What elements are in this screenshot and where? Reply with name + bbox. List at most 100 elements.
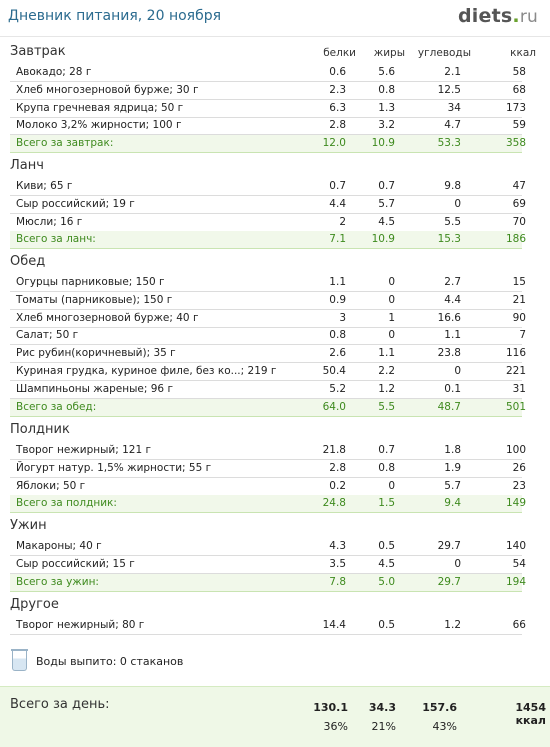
food-protein: 0.2	[329, 479, 346, 492]
food-kcal: 100	[505, 444, 526, 456]
food-carbs: 1.9	[444, 461, 461, 474]
food-fat: 0.5	[378, 540, 395, 552]
food-row[interactable]: Шампиньоны жареные; 96 г 5.2 1.2 0.1 31	[10, 381, 526, 399]
total-carbs: 29.7	[437, 575, 461, 588]
food-kcal: 66	[512, 619, 526, 631]
food-row[interactable]: Творог нежирный; 80 г 14.4 0.5 1.2 66	[10, 617, 526, 635]
day-total-protein: 130.1	[313, 701, 348, 714]
food-row[interactable]: Огурцы парниковые; 150 г 1.1 0 2.7 15	[10, 274, 526, 292]
food-fat: 0.5	[378, 619, 395, 631]
logo-tld: ru	[519, 7, 538, 27]
column-header-fat: жиры	[373, 47, 405, 59]
food-row[interactable]: Молоко 3,2% жирности; 100 г 2.8 3.2 4.7 59	[10, 117, 526, 136]
food-carbs: 12.5	[437, 83, 461, 96]
food-carbs: 23.8	[437, 347, 461, 360]
section-title: Завтрак	[10, 44, 66, 59]
food-name: Рис рубин(коричневый); 35 г	[16, 347, 176, 360]
section-title: Полдник	[10, 422, 70, 437]
food-row[interactable]: Хлеб многозерновой бурже; 40 г 3 1 16.6 90	[10, 310, 526, 328]
page-header: Дневник питания, 20 ноября diets.ru	[0, 0, 550, 37]
food-row[interactable]: Сыр российский; 19 г 4.4 5.7 0 69	[10, 196, 526, 214]
food-row[interactable]: Яблоки; 50 г 0.2 0 5.7 23	[10, 478, 526, 496]
water-glass-icon[interactable]	[11, 649, 28, 671]
food-name: Макароны; 40 г	[16, 540, 102, 552]
food-carbs: 0.1	[444, 382, 461, 395]
food-row[interactable]: Макароны; 40 г 4.3 0.5 29.7 140	[10, 538, 526, 556]
total-fat: 1.5	[378, 497, 395, 510]
section-title: Ужин	[10, 518, 47, 533]
food-row[interactable]: Йогурт натур. 1,5% жирности; 55 г 2.8 0.8 1…	[10, 460, 526, 478]
food-protein: 2.8	[329, 461, 346, 474]
water-counter: Воды выпито: 0 стаканов	[10, 649, 310, 674]
logo-dot: .	[512, 5, 520, 27]
food-row[interactable]: Сыр российский; 15 г 3.5 4.5 0 54	[10, 556, 526, 574]
total-kcal: 186	[505, 233, 526, 246]
food-name: Авокадо; 28 г	[16, 66, 92, 78]
total-protein: 7.8	[329, 575, 346, 588]
section-total-label: Всего за обед:	[16, 400, 97, 413]
food-row[interactable]: Мюсли; 16 г 2 4.5 5.5 70	[10, 214, 526, 232]
food-row[interactable]: Салат; 50 г 0.8 0 1.1 7	[10, 327, 526, 346]
total-carbs: 9.4	[444, 497, 461, 510]
food-row[interactable]: Хлеб многозерновой бурже; 30 г 2.3 0.8 12.5…	[10, 82, 526, 100]
food-carbs: 4.4	[444, 293, 461, 306]
food-carbs: 1.8	[444, 444, 461, 456]
food-protein: 2.6	[329, 347, 346, 360]
food-name: Сыр российский; 15 г	[16, 557, 135, 570]
food-carbs: 1.2	[444, 619, 461, 631]
food-name: Мюсли; 16 г	[16, 215, 83, 228]
total-protein: 7.1	[329, 233, 346, 246]
total-fat: 10.9	[371, 233, 395, 246]
total-fat: 5.0	[378, 575, 395, 588]
food-fat: 3.2	[378, 119, 395, 132]
section-title: Ланч	[10, 158, 44, 173]
food-name: Куриная грудка, куриное филе, без ко...;…	[16, 365, 277, 377]
food-name: Творог нежирный; 80 г	[16, 619, 145, 631]
total-kcal: 149	[505, 497, 526, 510]
food-carbs: 4.7	[444, 119, 461, 132]
food-kcal: 21	[512, 293, 526, 306]
food-protein: 0.8	[329, 329, 346, 342]
food-carbs: 1.1	[444, 329, 461, 342]
food-protein: 4.3	[329, 540, 346, 552]
total-fat: 5.5	[378, 400, 395, 413]
food-fat: 4.5	[378, 215, 395, 228]
food-fat: 0.8	[378, 461, 395, 474]
food-fat: 1.3	[378, 101, 395, 114]
food-fat: 5.6	[378, 66, 395, 78]
food-fat: 0	[388, 276, 395, 288]
food-row[interactable]: Киви; 65 г 0.7 0.7 9.8 47	[10, 178, 526, 196]
food-kcal: 26	[512, 461, 526, 474]
food-row[interactable]: Крупа гречневая ядрица; 50 г 6.3 1.3 34 173	[10, 100, 526, 118]
section-title: Другое	[10, 597, 59, 612]
total-carbs: 53.3	[437, 137, 461, 150]
food-protein: 2.8	[329, 119, 346, 132]
food-kcal: 69	[512, 197, 526, 210]
food-carbs: 16.6	[437, 311, 461, 324]
food-row[interactable]: Авокадо; 28 г 0.6 5.6 2.1 58	[10, 64, 526, 82]
section-total-row: Всего за ужин: 7.8 5.0 29.7 194	[10, 573, 526, 592]
day-total-label: Всего за день:	[10, 697, 110, 712]
site-logo[interactable]: diets.ru	[458, 5, 538, 27]
food-name: Молоко 3,2% жирности; 100 г	[16, 119, 182, 132]
food-fat: 0	[388, 293, 395, 306]
day-protein-percent: 36%	[323, 720, 348, 733]
column-header-carbs: углеводы	[417, 47, 471, 59]
total-carbs: 48.7	[437, 400, 461, 413]
food-fat: 2.2	[378, 365, 395, 377]
total-kcal: 194	[505, 575, 526, 588]
food-name: Киви; 65 г	[16, 180, 73, 192]
food-row[interactable]: Рис рубин(коричневый); 35 г 2.6 1.1 23.8 116	[10, 345, 526, 364]
food-row[interactable]: Творог нежирный; 121 г 21.8 0.7 1.8 100	[10, 442, 526, 460]
column-header-kcal: ккал	[510, 47, 536, 59]
food-carbs: 9.8	[444, 180, 461, 192]
food-fat: 0	[388, 329, 395, 342]
food-row[interactable]: Томаты (парниковые); 150 г 0.9 0 4.4 21	[10, 292, 526, 310]
food-row[interactable]: Куриная грудка, куриное филе, без ко...;…	[10, 363, 526, 381]
food-name: Крупа гречневая ядрица; 50 г	[16, 101, 184, 114]
food-protein: 1.1	[329, 276, 346, 288]
food-fat: 1	[388, 311, 395, 324]
food-protein: 0.6	[329, 66, 346, 78]
section-total-label: Всего за завтрак:	[16, 137, 114, 150]
total-kcal: 501	[505, 400, 526, 413]
